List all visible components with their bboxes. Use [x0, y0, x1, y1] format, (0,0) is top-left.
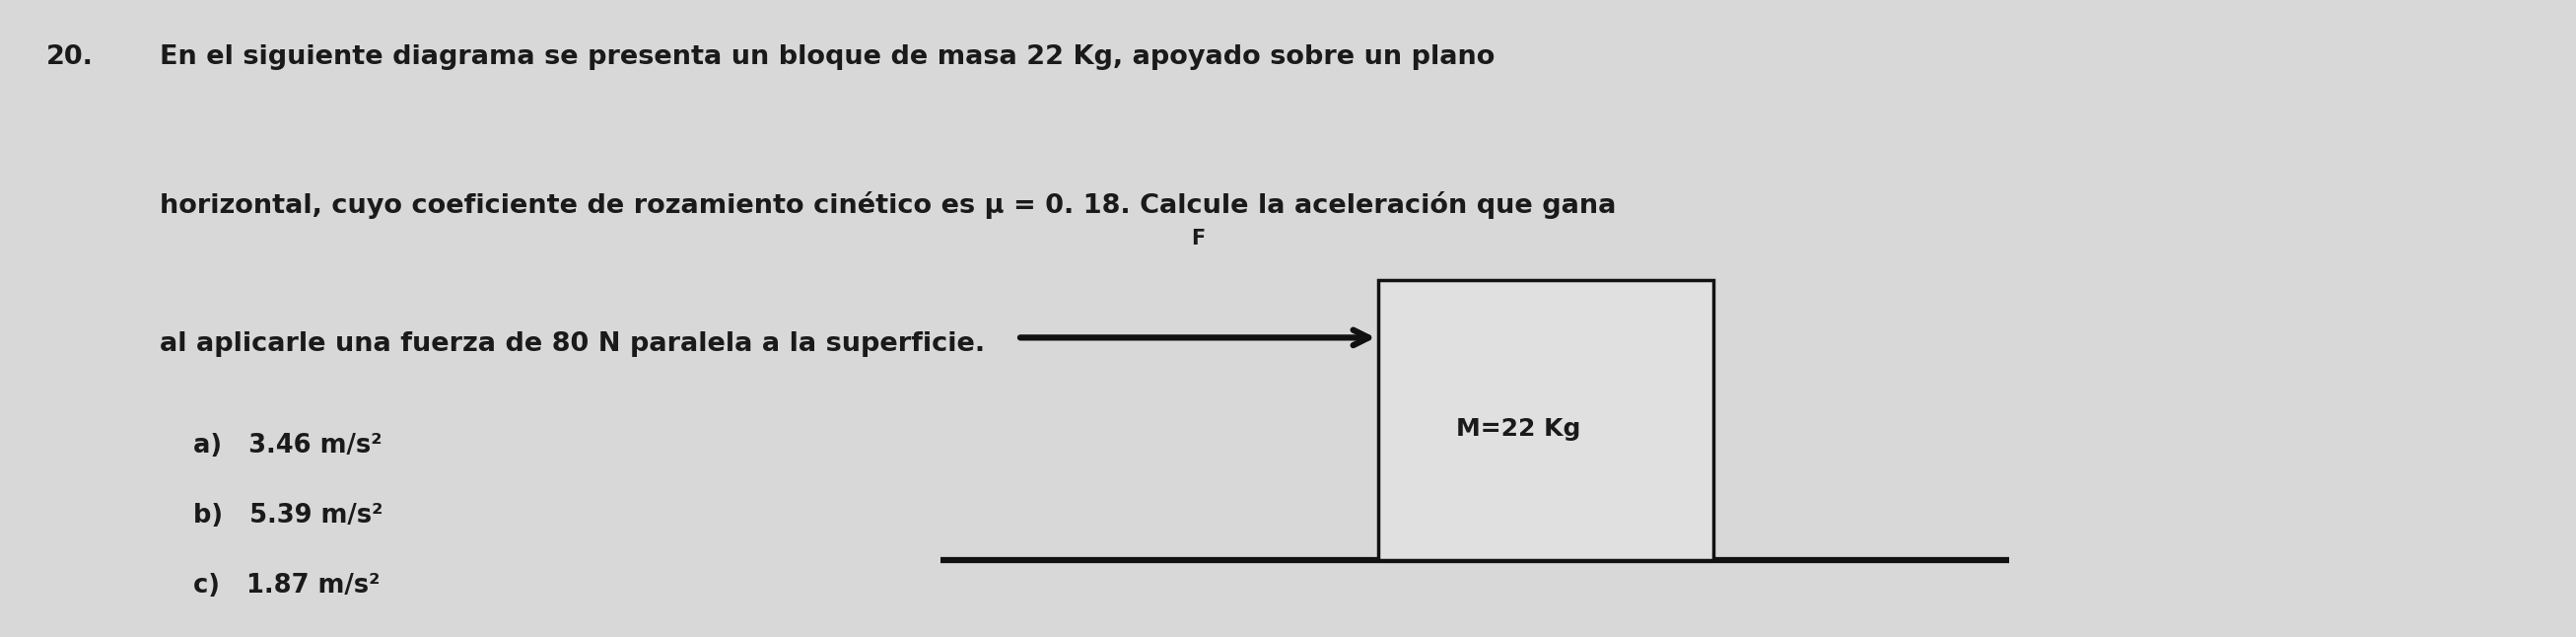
Text: F: F — [1190, 229, 1206, 248]
Text: al aplicarle una fuerza de 80 N paralela a la superficie.: al aplicarle una fuerza de 80 N paralela… — [160, 331, 984, 357]
Text: En el siguiente diagrama se presenta un bloque de masa 22 Kg, apoyado sobre un p: En el siguiente diagrama se presenta un … — [160, 45, 1494, 70]
Bar — [1378, 280, 1713, 561]
Text: c)   1.87 m/s²: c) 1.87 m/s² — [193, 573, 381, 599]
Text: a)   3.46 m/s²: a) 3.46 m/s² — [193, 433, 381, 459]
Text: M=22 Kg: M=22 Kg — [1455, 417, 1582, 441]
Text: horizontal, cuyo coeficiente de rozamiento cinético es μ = 0. 18. Calcule la ace: horizontal, cuyo coeficiente de rozamien… — [160, 191, 1615, 218]
Text: 20.: 20. — [46, 45, 93, 70]
Text: b)   5.39 m/s²: b) 5.39 m/s² — [193, 503, 384, 529]
